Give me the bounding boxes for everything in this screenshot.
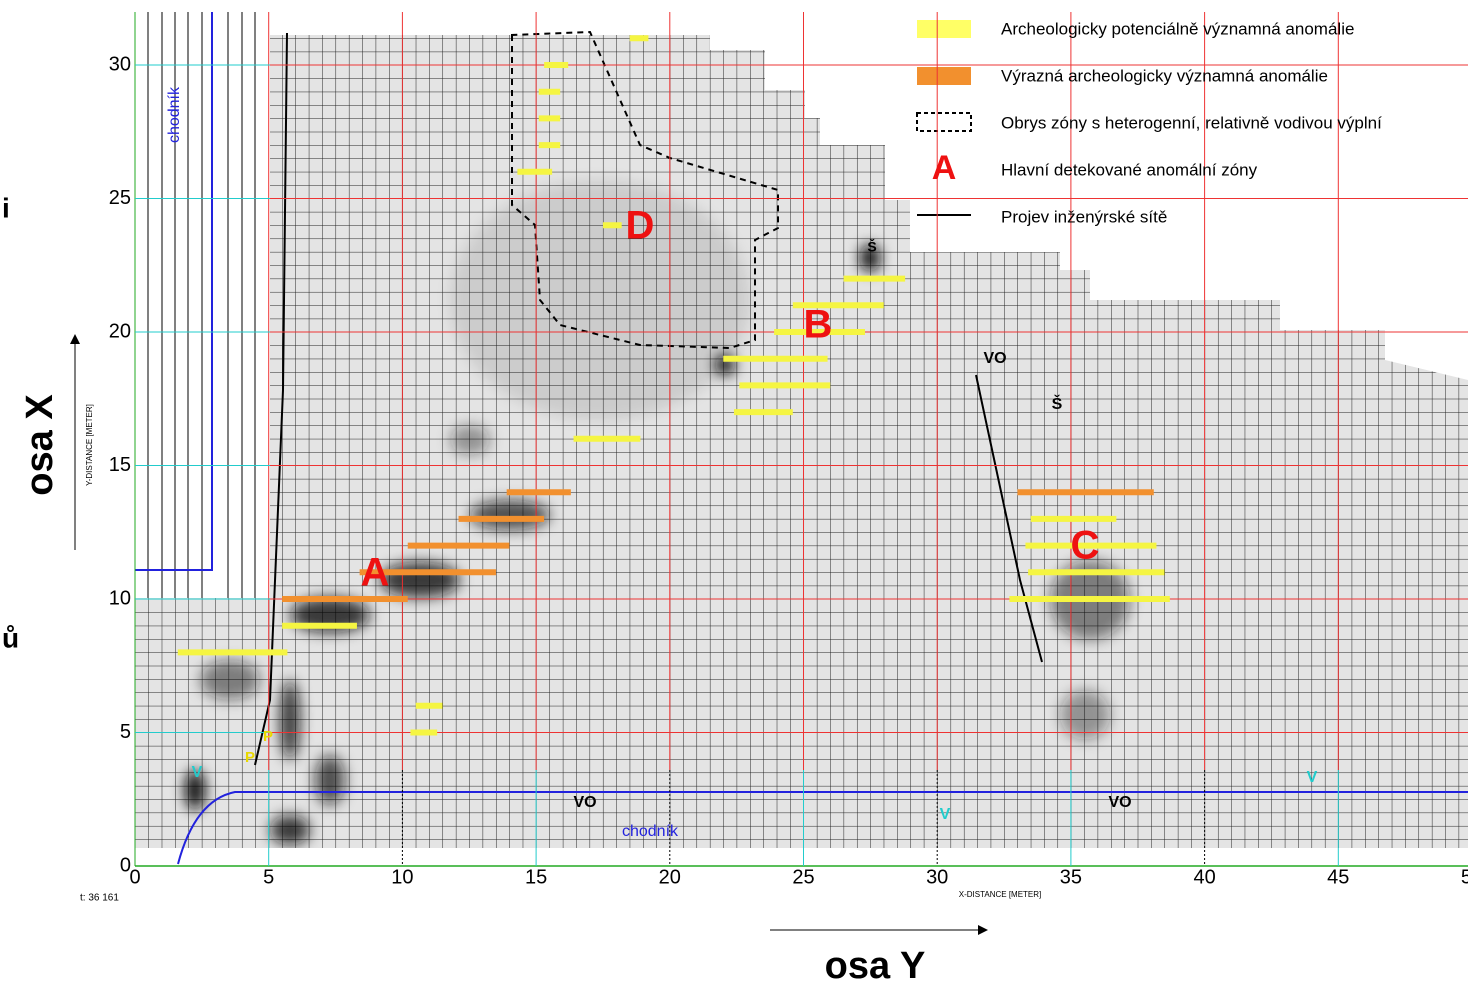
legend-label: Archeologicky potenciálně významná anomá… <box>1001 19 1354 38</box>
map-label: P <box>245 749 255 766</box>
y-tick-label: 0 <box>120 854 131 876</box>
y-tick-label: 20 <box>109 320 131 342</box>
x-tick-label: 20 <box>659 866 681 888</box>
legend-swatch <box>917 20 971 38</box>
map-label: P <box>263 728 273 745</box>
x-tick-label: 15 <box>525 866 547 888</box>
map: 0 5 10 15 20 25 30 35 40 45 50 0 5 10 15 20 25 30 osa Y osa… <box>0 0 1468 988</box>
zone-label: A <box>361 551 390 595</box>
strip-grid <box>148 12 255 598</box>
y-tick-label: 25 <box>109 187 131 209</box>
x-tick-label: 25 <box>792 866 814 888</box>
map-label: Š <box>867 238 876 255</box>
y-tick-label: 10 <box>109 587 131 609</box>
legend-label: Obrys zóny s heterogenní, relativně vodi… <box>1001 113 1382 132</box>
x-tick-label: 0 <box>129 866 140 888</box>
zone-label: C <box>1071 524 1100 568</box>
x-tick-label: 5 <box>263 866 274 888</box>
y-axis-title: osa X <box>19 394 61 496</box>
legend-label: Výrazná archeologicky významná anomálie <box>1001 66 1328 85</box>
map-label: chodník <box>622 823 679 840</box>
page: {"axes":{"x_title":"osa Y","y_title":"os… <box>0 0 1468 993</box>
y-tick-label: 5 <box>120 721 131 743</box>
legend-letter: A <box>932 149 957 187</box>
map-label: V <box>192 764 203 781</box>
zone-label: B <box>804 303 833 347</box>
x-tick-label: 30 <box>926 866 948 888</box>
x-tick-label: 45 <box>1327 866 1349 888</box>
map-label: VO <box>1108 794 1131 811</box>
legend-label: Projev inženýrské sítě <box>1001 207 1167 226</box>
stamp: t: 36 161 <box>80 893 119 904</box>
legend-label: Hlavní detekované anomální zóny <box>1001 160 1258 179</box>
x-axis-title: osa Y <box>825 945 926 987</box>
y-caption: Y-DISTANCE [METER] <box>85 404 94 486</box>
map-label: chodník <box>166 86 183 143</box>
side-text: i <box>2 192 10 223</box>
map-label: Š <box>1052 394 1063 413</box>
arrow-head <box>978 925 988 935</box>
y-tick-label: 30 <box>109 53 131 75</box>
y-tick-label: 15 <box>109 454 131 476</box>
arrow-head <box>70 334 80 344</box>
x-caption: X-DISTANCE [METER] <box>959 890 1042 899</box>
map-label: V <box>940 806 951 823</box>
zone-label: D <box>626 204 655 248</box>
x-tick-label: 50 <box>1461 866 1468 888</box>
side-text: ů <box>2 622 19 653</box>
map-label: VO <box>573 794 596 811</box>
x-tick-label: 40 <box>1193 866 1215 888</box>
legend-swatch <box>917 67 971 85</box>
x-tick-label: 10 <box>391 866 413 888</box>
x-tick-label: 35 <box>1060 866 1082 888</box>
map-label: VO <box>983 350 1006 367</box>
